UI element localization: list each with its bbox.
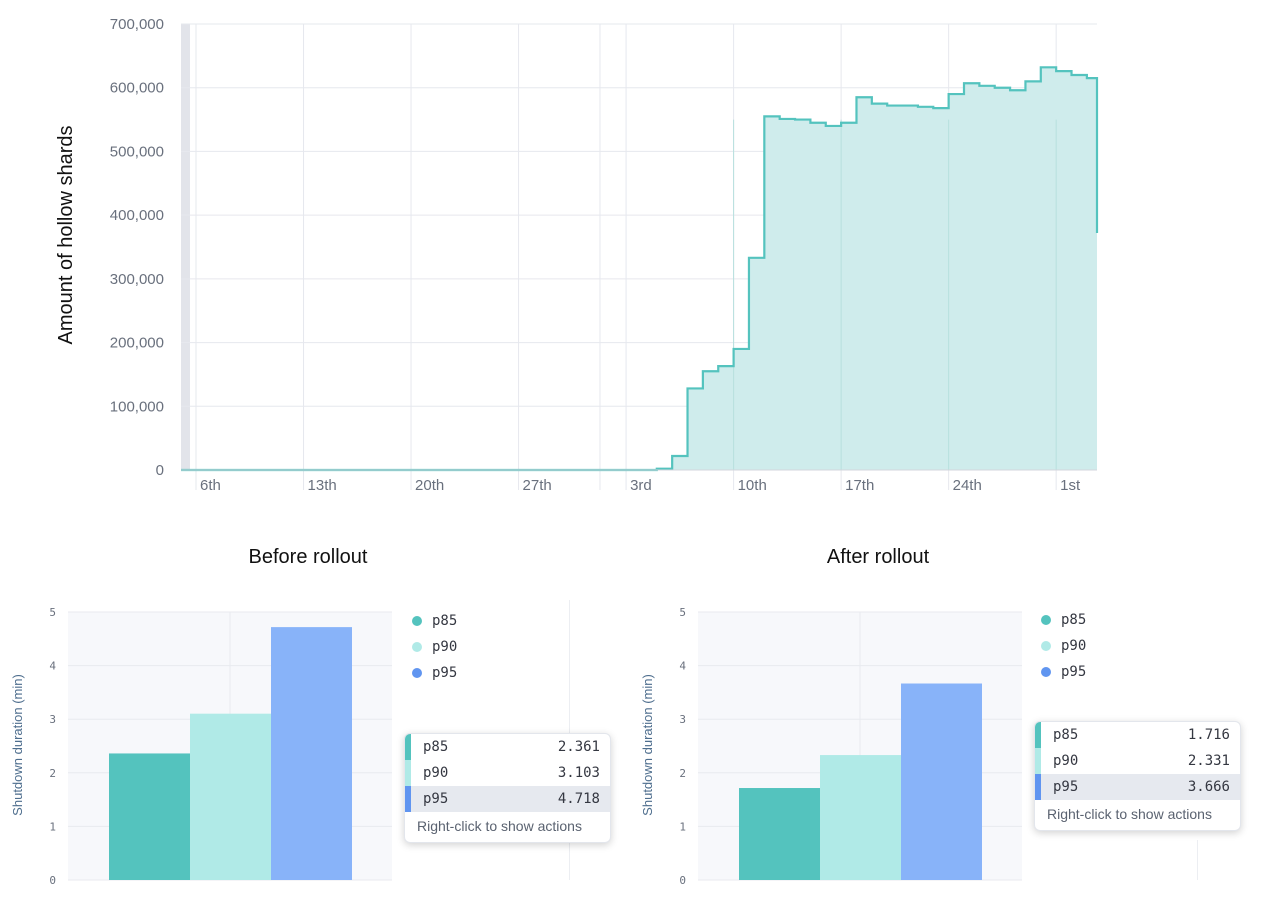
tooltip-series-name: p95 — [423, 791, 449, 807]
legend-label: p85 — [1061, 612, 1087, 628]
x-tick-label: 17th — [845, 477, 874, 494]
y-tick-label: 200,000 — [110, 335, 164, 352]
before-legend: p85 p90 p95 — [412, 608, 457, 686]
tooltip-value: 1.716 — [1187, 727, 1230, 743]
y-tick-label: 5 — [49, 606, 56, 619]
after-grid-extension — [1197, 840, 1198, 880]
tooltip-series-name: p85 — [423, 739, 449, 755]
tooltip-series-name: p85 — [1053, 727, 1079, 743]
after-rollout-title: After rollout — [826, 546, 930, 568]
legend-item-p90[interactable]: p90 — [412, 634, 457, 660]
legend-item-p95[interactable]: p95 — [1041, 659, 1086, 685]
bar-p95 — [901, 683, 982, 880]
tooltip-value: 2.361 — [557, 739, 600, 755]
tooltip-row-p85: p85 2.361 — [405, 734, 610, 760]
x-tick-label: 1st — [1060, 477, 1081, 494]
legend-item-p95[interactable]: p95 — [412, 660, 457, 686]
legend-label: p90 — [432, 639, 458, 655]
tooltip-series-name: p90 — [1053, 753, 1079, 769]
tooltip-swatch — [1035, 774, 1041, 800]
tooltip-series-name: p90 — [423, 765, 449, 781]
legend-dot-icon — [412, 642, 422, 652]
bar-p90 — [190, 713, 271, 880]
before-tooltip: p85 2.361 p90 3.103 p95 4.718 Right-clic… — [404, 733, 611, 843]
after-legend: p85 p90 p95 — [1041, 607, 1086, 685]
legend-dot-icon — [1041, 615, 1051, 625]
y-tick-label: 500,000 — [110, 143, 164, 160]
y-tick-label: 600,000 — [110, 80, 164, 97]
tooltip-series-name: p95 — [1053, 779, 1079, 795]
tooltip-row-p90: p90 3.103 — [405, 760, 610, 786]
x-tick-label: 20th — [415, 477, 444, 494]
tooltip-value: 3.666 — [1187, 779, 1230, 795]
tooltip-swatch — [1035, 722, 1041, 748]
tooltip-value: 3.103 — [557, 765, 600, 781]
bar-p85 — [109, 753, 190, 880]
bar-p95 — [271, 627, 352, 880]
legend-item-p85[interactable]: p85 — [1041, 607, 1086, 633]
legend-label: p95 — [1061, 664, 1087, 680]
y-tick-label: 4 — [679, 660, 686, 673]
legend-dot-icon — [412, 668, 422, 678]
legend-item-p90[interactable]: p90 — [1041, 633, 1086, 659]
y-tick-label: 400,000 — [110, 207, 164, 224]
hollow-shards-chart: Amount of hollow shards 0 100,000 200,000 3… — [55, 16, 1099, 494]
y-tick-label: 1 — [49, 820, 56, 833]
x-tick-label: 13th — [308, 477, 337, 494]
y-tick-label: 300,000 — [110, 271, 164, 288]
after-y-axis-label: Shutdown duration (min) — [640, 674, 655, 816]
y-axis-band — [181, 24, 190, 470]
after-tooltip: p85 1.716 p90 2.331 p95 3.666 Right-clic… — [1034, 721, 1241, 831]
y-tick-label: 1 — [679, 820, 686, 833]
bar-p90 — [820, 755, 901, 880]
tooltip-swatch — [405, 760, 411, 786]
y-tick-label: 0 — [49, 874, 56, 887]
y-tick-label: 3 — [679, 713, 686, 726]
tooltip-footer: Right-click to show actions — [417, 818, 582, 834]
main-y-axis-label: Amount of hollow shards — [55, 125, 77, 344]
y-tick-label: 100,000 — [110, 398, 164, 415]
tooltip-row-p95: p95 4.718 — [405, 786, 610, 812]
tooltip-value: 4.718 — [557, 791, 600, 807]
tooltip-footer: Right-click to show actions — [1047, 806, 1212, 822]
legend-dot-icon — [412, 616, 422, 626]
y-tick-label: 2 — [49, 767, 56, 780]
tooltip-row-p85: p85 1.716 — [1035, 722, 1240, 748]
legend-dot-icon — [1041, 641, 1051, 651]
y-tick-label: 0 — [679, 874, 686, 887]
y-tick-label: 4 — [49, 660, 56, 673]
bar-p85 — [739, 788, 820, 880]
before-rollout-chart: Shutdown duration (min) 0 1 2 3 4 5 — [10, 606, 392, 887]
y-tick-label: 700,000 — [110, 16, 164, 33]
legend-label: p85 — [432, 613, 458, 629]
legend-label: p95 — [432, 665, 458, 681]
y-tick-label: 5 — [679, 606, 686, 619]
tooltip-swatch — [1035, 748, 1041, 774]
x-tick-label: 3rd — [630, 477, 652, 494]
series-line — [181, 66, 1099, 472]
y-tick-label: 3 — [49, 713, 56, 726]
before-rollout-title: Before rollout — [248, 546, 368, 568]
tooltip-swatch — [405, 734, 411, 760]
tooltip-row-p95: p95 3.666 — [1035, 774, 1240, 800]
x-tick-label: 6th — [200, 477, 221, 494]
before-y-axis-label: Shutdown duration (min) — [10, 674, 25, 816]
x-tick-label: 24th — [953, 477, 982, 494]
y-tick-label: 0 — [156, 462, 164, 479]
area-fill — [181, 67, 1097, 470]
tooltip-value: 2.331 — [1187, 753, 1230, 769]
x-tick-label: 27th — [523, 477, 552, 494]
tooltip-swatch — [405, 786, 411, 812]
legend-item-p85[interactable]: p85 — [412, 608, 457, 634]
legend-label: p90 — [1061, 638, 1087, 654]
legend-dot-icon — [1041, 667, 1051, 677]
after-rollout-chart: Shutdown duration (min) 0 1 2 3 4 5 — [640, 606, 1022, 887]
y-tick-label: 2 — [679, 767, 686, 780]
x-tick-label: 10th — [738, 477, 767, 494]
tooltip-row-p90: p90 2.331 — [1035, 748, 1240, 774]
